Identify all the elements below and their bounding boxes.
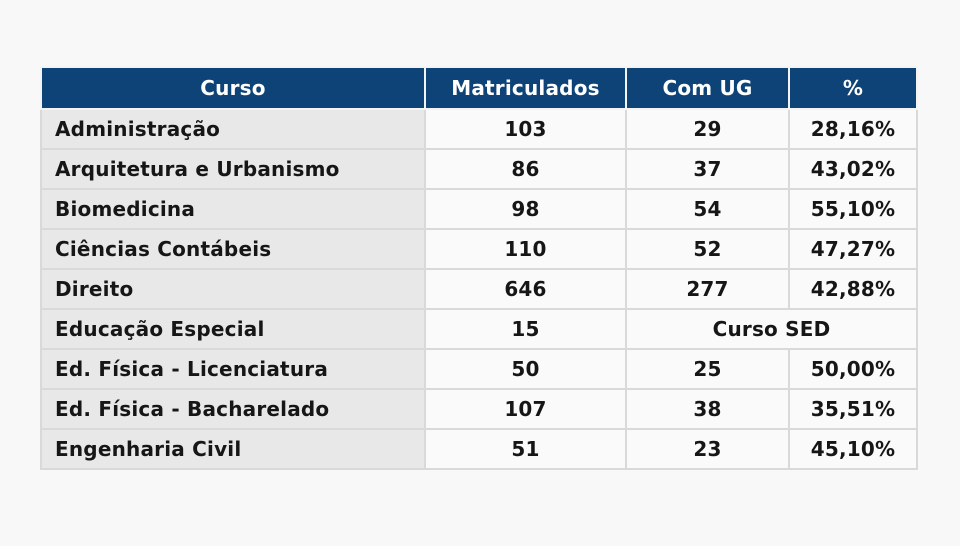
- cell-com-ug: 25: [625, 348, 790, 390]
- table-row: Administração 103 29 28,16%: [40, 108, 918, 150]
- table-row: Arquitetura e Urbanismo 86 37 43,02%: [40, 148, 918, 190]
- header-row: Curso Matriculados Com UG %: [40, 66, 918, 110]
- cell-com-ug: 29: [625, 108, 790, 150]
- cell-matriculados: 98: [424, 188, 627, 230]
- cell-pct: 55,10%: [788, 188, 918, 230]
- cell-com-ug: 277: [625, 268, 790, 310]
- cell-matriculados: 86: [424, 148, 627, 190]
- table-row: Biomedicina 98 54 55,10%: [40, 188, 918, 230]
- column-header-matriculados: Matriculados: [424, 66, 627, 110]
- table-row: Ed. Física - Bacharelado 107 38 35,51%: [40, 388, 918, 430]
- cell-curso: Ciências Contábeis: [40, 228, 426, 270]
- enrollment-table: Curso Matriculados Com UG % Administraçã…: [40, 66, 918, 470]
- cell-curso: Ed. Física - Bacharelado: [40, 388, 426, 430]
- table-row: Educação Especial 15 Curso SED: [40, 308, 918, 350]
- cell-curso: Arquitetura e Urbanismo: [40, 148, 426, 190]
- cell-matriculados: 646: [424, 268, 627, 310]
- cell-pct: 45,10%: [788, 428, 918, 470]
- column-header-com-ug: Com UG: [625, 66, 790, 110]
- table-row: Ed. Física - Licenciatura 50 25 50,00%: [40, 348, 918, 390]
- table-row: Direito 646 277 42,88%: [40, 268, 918, 310]
- cell-curso: Ed. Física - Licenciatura: [40, 348, 426, 390]
- cell-pct: 28,16%: [788, 108, 918, 150]
- cell-pct: 47,27%: [788, 228, 918, 270]
- cell-pct: 50,00%: [788, 348, 918, 390]
- table-row: Engenharia Civil 51 23 45,10%: [40, 428, 918, 470]
- table-row: Ciências Contábeis 110 52 47,27%: [40, 228, 918, 270]
- cell-matriculados: 110: [424, 228, 627, 270]
- cell-curso: Biomedicina: [40, 188, 426, 230]
- cell-com-ug: 37: [625, 148, 790, 190]
- cell-com-ug: 23: [625, 428, 790, 470]
- cell-com-ug: 38: [625, 388, 790, 430]
- cell-matriculados: 103: [424, 108, 627, 150]
- cell-pct: 42,88%: [788, 268, 918, 310]
- cell-merged-curso-sed: Curso SED: [625, 308, 918, 350]
- cell-com-ug: 52: [625, 228, 790, 270]
- cell-pct: 43,02%: [788, 148, 918, 190]
- cell-matriculados: 50: [424, 348, 627, 390]
- column-header-curso: Curso: [40, 66, 426, 110]
- cell-curso: Educação Especial: [40, 308, 426, 350]
- cell-curso: Direito: [40, 268, 426, 310]
- cell-com-ug: 54: [625, 188, 790, 230]
- cell-curso: Administração: [40, 108, 426, 150]
- cell-pct: 35,51%: [788, 388, 918, 430]
- cell-curso: Engenharia Civil: [40, 428, 426, 470]
- cell-matriculados: 51: [424, 428, 627, 470]
- cell-matriculados: 15: [424, 308, 627, 350]
- cell-matriculados: 107: [424, 388, 627, 430]
- column-header-pct: %: [788, 66, 918, 110]
